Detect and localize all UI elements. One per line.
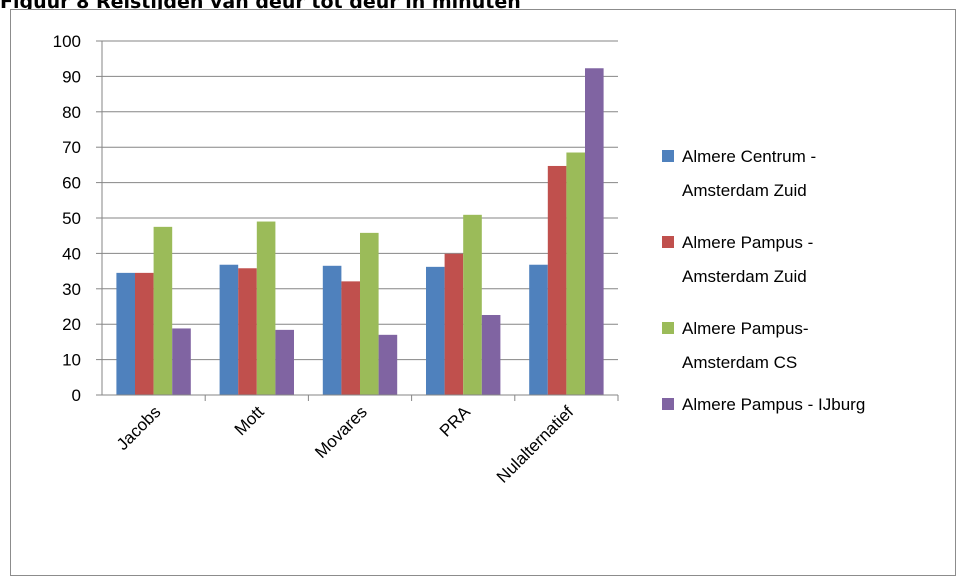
bar-pra-series-4 — [481, 314, 501, 395]
bar-jacobs-series-3 — [153, 226, 173, 395]
y-tick-label: 30 — [62, 280, 81, 299]
x-category-label: Nulalternatief — [493, 402, 577, 486]
bar-jacobs-series-2 — [135, 272, 154, 395]
bar-pra-series-3 — [463, 214, 482, 395]
x-axis-category-labels: Jacobs Mott Movares PRA Nulalternatief — [113, 402, 578, 487]
y-tick-label: 70 — [62, 138, 81, 157]
bar-jacobs-series-4 — [172, 328, 191, 395]
legend-label: Amsterdam Zuid — [682, 181, 807, 200]
legend-label: Almere Pampus - IJburg — [682, 395, 865, 414]
legend: Almere Centrum - Amsterdam Zuid Almere Pam… — [662, 147, 865, 414]
y-tick-label: 100 — [53, 32, 81, 51]
legend-swatch — [662, 322, 674, 334]
bar-mott-series-2 — [238, 268, 257, 395]
bar-nulalternatief-series-2 — [547, 165, 567, 395]
y-tick-label: 0 — [72, 386, 81, 405]
y-tick-label: 10 — [62, 351, 81, 370]
legend-label: Almere Centrum - — [682, 147, 816, 166]
bar-mott-series-4 — [275, 329, 294, 395]
bar-movares-series-4 — [378, 334, 398, 395]
bar-pra-series-2 — [444, 253, 464, 395]
legend-swatch — [662, 398, 674, 410]
bar-nulalternatief-series-1 — [529, 264, 548, 395]
bar-pra-series-1 — [426, 266, 445, 395]
bar-mott-series-3 — [256, 221, 276, 395]
y-tick-label: 90 — [62, 67, 81, 86]
legend-label: Almere Pampus- — [682, 319, 809, 338]
bar-nulalternatief-series-4 — [585, 68, 604, 395]
bar-mott-series-1 — [219, 264, 239, 395]
bar-nulalternatief-series-3 — [566, 152, 585, 395]
legend-label: Amsterdam CS — [682, 353, 797, 372]
legend-label: Almere Pampus - — [682, 233, 813, 252]
x-category-label: PRA — [436, 402, 475, 441]
y-tick-label: 50 — [62, 209, 81, 228]
bar-movares-series-3 — [360, 232, 379, 395]
legend-label: Amsterdam Zuid — [682, 267, 807, 286]
bars — [116, 68, 604, 395]
bar-movares-series-1 — [322, 265, 342, 395]
bar-chart: 0 10 20 30 40 50 60 70 80 90 100 Jacobs Mott Movares… — [53, 32, 866, 487]
y-tick-label: 60 — [62, 174, 81, 193]
chart-frame: 0 10 20 30 40 50 60 70 80 90 100 Jacobs Mott Movares… — [10, 9, 956, 576]
bar-movares-series-2 — [341, 281, 360, 395]
x-category-label: Jacobs — [113, 402, 165, 454]
y-tick-label: 20 — [62, 315, 81, 334]
x-category-label: Movares — [311, 402, 371, 462]
y-tick-label: 80 — [62, 103, 81, 122]
axes — [96, 40, 619, 401]
bar-jacobs-series-1 — [116, 272, 135, 395]
legend-swatch — [662, 236, 674, 248]
x-category-label: Mott — [231, 402, 268, 439]
legend-swatch — [662, 150, 674, 162]
y-axis-tick-labels: 0 10 20 30 40 50 60 70 80 90 100 — [53, 32, 81, 405]
y-tick-label: 40 — [62, 244, 81, 263]
